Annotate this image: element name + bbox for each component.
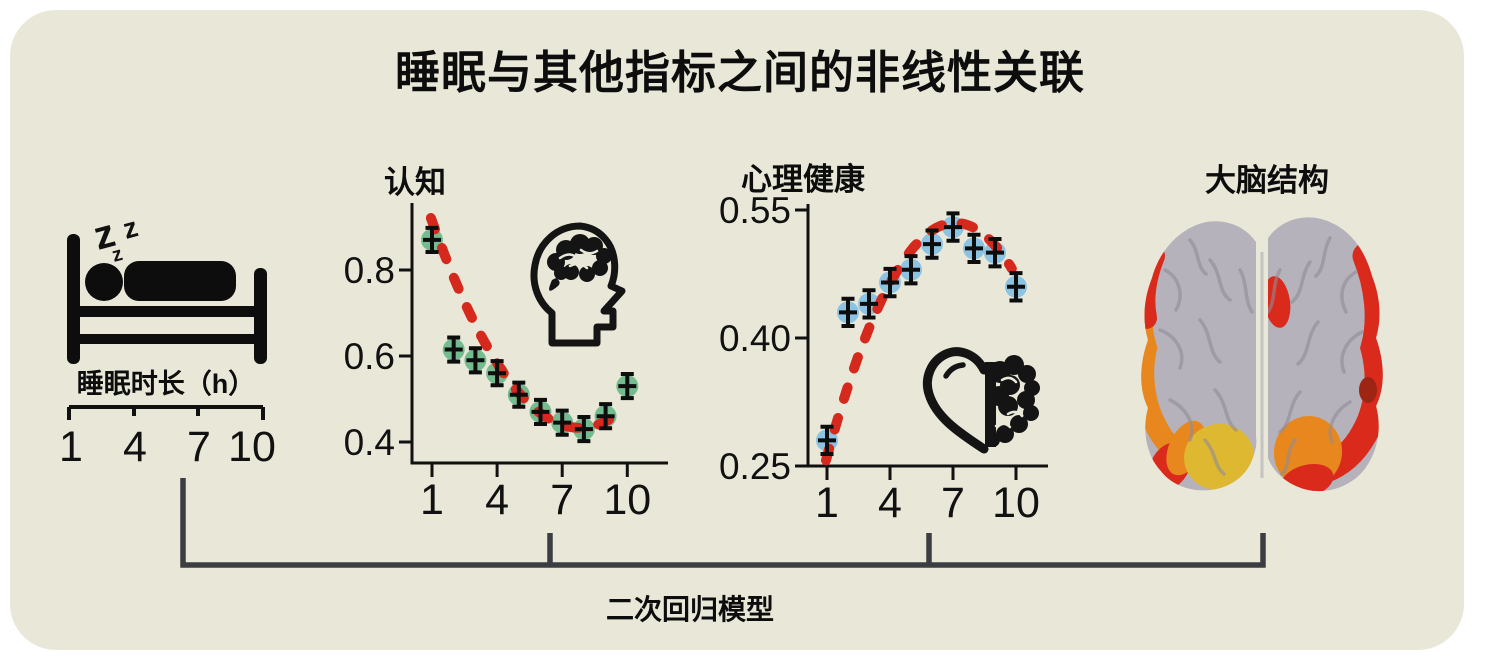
quadratic-model-bracket [180, 478, 1266, 568]
error-bar [531, 397, 550, 426]
error-bar [965, 232, 983, 265]
zzz-glyph-3: z [110, 243, 125, 267]
heart-highlight-arc [943, 362, 966, 379]
bed-rail-top [73, 306, 261, 317]
bed-rail-bottom [73, 334, 261, 344]
sleeper-head [85, 263, 123, 301]
brain-gyri-lines [558, 248, 599, 270]
y-tick-label: 0.55 [719, 190, 791, 231]
brain-glyph [547, 234, 612, 291]
error-bar [1007, 271, 1025, 303]
error-bar [574, 415, 593, 444]
y-tick-label: 0.8 [344, 250, 395, 291]
x-tick-label: 10 [992, 479, 1040, 527]
x-tick-label: 4 [485, 476, 509, 524]
sleep-duration-axis: 1 4 7 10 [59, 405, 276, 471]
sleep-tick-label: 10 [228, 423, 276, 471]
sleep-tick-label: 7 [187, 423, 211, 471]
cognition-chart: 0.8 0.6 0.4 1 4 7 10 [344, 203, 668, 524]
quadratic-fit-curve [425, 213, 628, 433]
mental-health-chart-title: 心理健康 [741, 162, 865, 197]
brain-structure-title: 大脑结构 [1205, 163, 1329, 198]
error-bar [986, 237, 1004, 269]
cognition-chart-title: 认知 [384, 165, 446, 200]
brain-sulci-lines [1158, 236, 1364, 476]
error-bar [923, 228, 941, 260]
error-bar [944, 211, 962, 243]
error-bar [553, 408, 572, 437]
error-bar [860, 288, 878, 320]
error-bar [839, 296, 857, 329]
page-title: 睡眠与其他指标之间的非线性关联 [394, 47, 1085, 98]
sleeper-body [124, 261, 236, 301]
x-tick-label: 1 [420, 476, 444, 524]
heart-brain-icon [922, 347, 1040, 454]
error-bar [488, 359, 507, 388]
error-bar [618, 372, 637, 401]
x-tick-label: 7 [550, 476, 574, 524]
brain-half-gyri-lines [994, 376, 1024, 429]
mental-health-chart: 0.55 0.40 0.25 1 4 7 10 [719, 190, 1048, 527]
brain-half-glyph [985, 355, 1040, 447]
x-tick-label: 4 [878, 479, 902, 527]
error-bar [818, 424, 836, 457]
sleep-tick-label: 4 [123, 423, 147, 471]
error-bar [596, 402, 615, 431]
zzz-glyph-2: z [120, 211, 142, 245]
error-bar [881, 266, 899, 299]
x-tick-label: 1 [815, 479, 839, 527]
sleep-axis-line [67, 405, 265, 420]
error-bar [466, 346, 485, 375]
y-tick-label: 0.25 [719, 446, 791, 487]
quadratic-fit-curve [821, 217, 1017, 466]
left-hemisphere [1141, 221, 1257, 491]
head-outline [530, 222, 626, 347]
sleep-tick-label: 1 [59, 423, 83, 471]
sleeper-bed-icon: z z z [67, 211, 267, 364]
heart-outline [922, 347, 989, 454]
quadratic-model-label: 二次回归模型 [605, 594, 774, 625]
axis-lines [410, 203, 668, 465]
x-tick-label: 7 [941, 479, 965, 527]
error-bar [423, 225, 441, 254]
head-with-brain-icon [530, 222, 626, 347]
bracket-line [180, 478, 1266, 568]
error-bar [444, 335, 463, 364]
bed-left-post [67, 234, 80, 364]
brain-surface-map [1141, 217, 1383, 492]
sleep-duration-label: 睡眠时长（h） [76, 369, 256, 399]
x-tick-label: 10 [603, 476, 651, 524]
y-tick-label: 0.40 [719, 318, 791, 359]
error-bar [902, 254, 920, 286]
error-bar [509, 380, 528, 409]
y-tick-label: 0.6 [344, 336, 395, 377]
y-tick-label: 0.4 [344, 422, 395, 463]
